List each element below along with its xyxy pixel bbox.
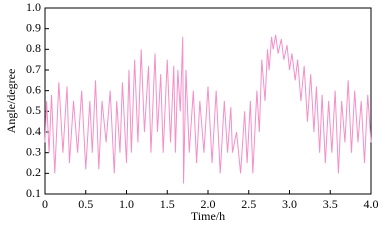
- x-tick-label: 1.0: [119, 197, 134, 211]
- x-tick-label: 3.5: [323, 197, 338, 211]
- data-line: [44, 34, 372, 184]
- x-tick-label: 4.0: [364, 197, 379, 211]
- x-tick-label: 3.0: [282, 197, 297, 211]
- y-tick-label: 0.6: [26, 82, 41, 96]
- y-tick-label: 0.8: [26, 41, 41, 55]
- x-axis-label: Time/h: [191, 209, 225, 223]
- y-axis-label: Angle/degree: [4, 69, 18, 134]
- x-tick-label: 0: [42, 197, 48, 211]
- x-tick-label: 2.0: [201, 197, 216, 211]
- x-tick-label: 0.5: [78, 197, 93, 211]
- x-tick-label: 1.5: [160, 197, 175, 211]
- y-tick-label: 0.9: [26, 20, 41, 34]
- x-tick-label: 2.5: [241, 197, 256, 211]
- y-tick-label: 1.0: [26, 0, 41, 14]
- y-tick-label: 0.1: [26, 186, 41, 200]
- y-tick-label: 0.3: [26, 144, 41, 158]
- chart: Time/h Angle/degree 0 0.5 1.0 1.5 2.0 2.5 3.0 3…: [4, 0, 379, 223]
- y-tick-label: 0.4: [26, 124, 41, 138]
- y-tick-label: 0.7: [26, 62, 41, 76]
- y-tick-label: 0.5: [26, 103, 41, 117]
- y-tick-label: 0.2: [26, 165, 41, 179]
